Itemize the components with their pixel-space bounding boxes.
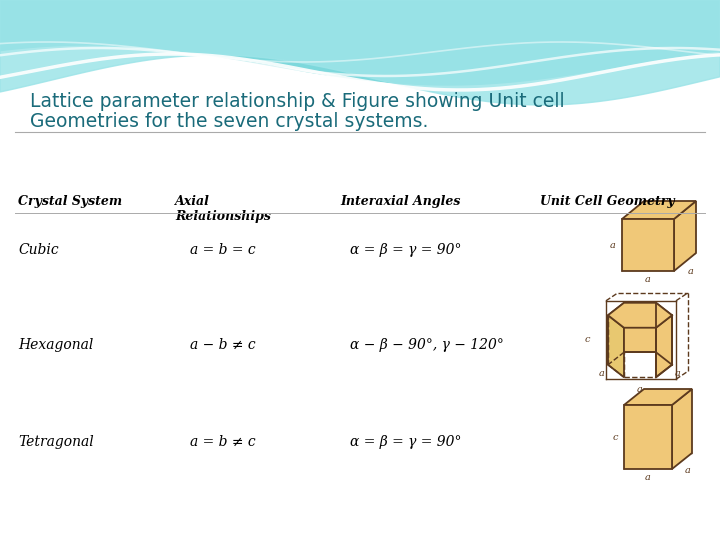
Polygon shape	[656, 315, 672, 377]
Text: a: a	[685, 466, 691, 475]
Polygon shape	[624, 389, 692, 405]
Text: a: a	[645, 275, 651, 284]
Text: a: a	[610, 240, 616, 249]
Text: Cubic: Cubic	[18, 243, 58, 257]
Text: a = b ≠ c: a = b ≠ c	[190, 435, 256, 449]
Text: a: a	[675, 369, 681, 378]
Text: Unit Cell Geometry: Unit Cell Geometry	[540, 195, 675, 208]
Text: a: a	[599, 369, 605, 378]
Text: Lattice parameter relationship & Figure showing Unit cell: Lattice parameter relationship & Figure …	[30, 92, 564, 111]
Polygon shape	[0, 0, 720, 62]
Text: a = b = c: a = b = c	[190, 243, 256, 257]
Text: a − b ≠ c: a − b ≠ c	[190, 338, 256, 352]
Polygon shape	[622, 201, 696, 219]
Polygon shape	[608, 315, 624, 377]
Text: a: a	[688, 267, 694, 276]
Polygon shape	[624, 303, 656, 352]
Polygon shape	[0, 0, 720, 105]
Text: c: c	[585, 335, 590, 345]
Text: Axial
Relationships: Axial Relationships	[175, 195, 271, 223]
Polygon shape	[672, 389, 692, 469]
Polygon shape	[608, 303, 624, 365]
Text: Interaxial Angles: Interaxial Angles	[340, 195, 460, 208]
Text: Crystal System: Crystal System	[18, 195, 122, 208]
Text: a: a	[637, 385, 643, 394]
Polygon shape	[624, 405, 672, 469]
Text: α = β = γ = 90°: α = β = γ = 90°	[350, 243, 462, 257]
Polygon shape	[674, 201, 696, 271]
Text: α − β − 90°, γ − 120°: α − β − 90°, γ − 120°	[350, 338, 504, 352]
Text: Geometries for the seven crystal systems.: Geometries for the seven crystal systems…	[30, 112, 428, 131]
Polygon shape	[622, 219, 674, 271]
Polygon shape	[608, 303, 672, 328]
Text: c: c	[613, 433, 618, 442]
Text: a: a	[645, 473, 651, 482]
Text: Tetragonal: Tetragonal	[18, 435, 94, 449]
Polygon shape	[0, 0, 720, 85]
Polygon shape	[656, 303, 672, 365]
Text: Hexagonal: Hexagonal	[18, 338, 94, 352]
Text: α = β = γ = 90°: α = β = γ = 90°	[350, 435, 462, 449]
